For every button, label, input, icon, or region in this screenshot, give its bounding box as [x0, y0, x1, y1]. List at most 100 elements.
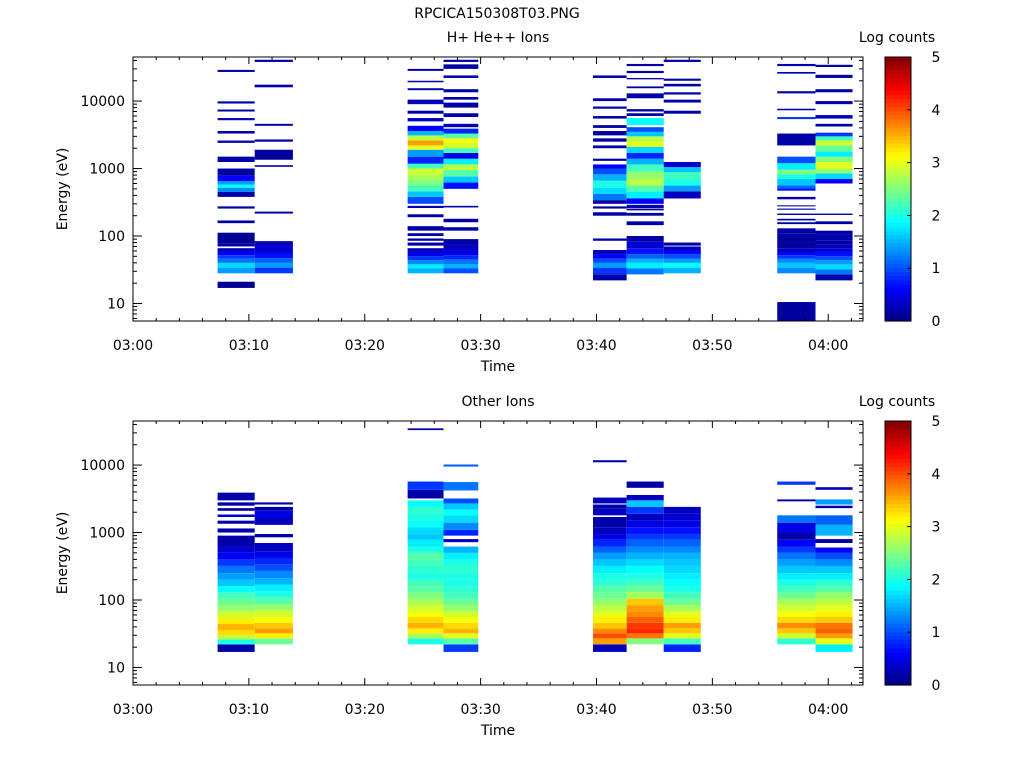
- colorbar-swatch: [885, 61, 911, 66]
- heatmap-cell: [626, 118, 664, 126]
- colorbar-swatch: [885, 515, 911, 521]
- colorbar-swatch: [885, 577, 911, 583]
- colorbar-swatch: [885, 81, 911, 87]
- heatmap-cell: [626, 586, 664, 593]
- heatmap-cell: [777, 522, 816, 533]
- heatmap-cell: [593, 258, 627, 263]
- heatmap-cell: [443, 644, 479, 652]
- heatmap-cell: [443, 182, 479, 189]
- heatmap-cell: [217, 546, 255, 553]
- y-axis-title: Energy (eV): [55, 148, 71, 231]
- heatmap-cell: [217, 586, 255, 593]
- heatmap-cell: [254, 591, 293, 598]
- heatmap-cell: [443, 89, 479, 93]
- colorbar-swatch: [885, 275, 911, 281]
- heatmap-cell: [815, 101, 853, 105]
- colorbar-swatch: [885, 520, 911, 525]
- x-tick-label: 03:30: [460, 702, 500, 718]
- colorbar-swatch: [885, 259, 911, 264]
- colorbar-swatch: [885, 308, 911, 314]
- heatmap-cell: [593, 180, 627, 188]
- heatmap-cell: [626, 546, 664, 553]
- heatmap-cell: [815, 633, 853, 639]
- heatmap-cell: [626, 113, 664, 117]
- heatmap-cell: [407, 214, 444, 218]
- heatmap-cell: [626, 93, 664, 99]
- heatmap-cell: [593, 125, 627, 128]
- colorbar-swatch: [885, 643, 911, 649]
- heatmap-cell: [254, 84, 293, 88]
- heatmap-cell: [254, 564, 293, 571]
- x-tick-label: 03:50: [692, 338, 732, 354]
- heatmap-cell: [254, 510, 293, 517]
- heatmap-cell: [407, 520, 444, 528]
- heatmap-cell: [815, 145, 853, 152]
- heatmap-cell: [254, 139, 293, 142]
- colorbar-swatch: [885, 312, 911, 318]
- heatmap-cell: [217, 250, 255, 256]
- y-tick-label: 100: [98, 593, 125, 609]
- colorbar-tick-label: 5: [932, 50, 941, 66]
- heatmap-cell: [443, 59, 479, 62]
- heatmap-cell: [777, 592, 816, 599]
- heatmap-cell: [626, 527, 664, 535]
- colorbar-swatch: [885, 151, 911, 157]
- heatmap-cell: [407, 573, 444, 580]
- y-tick-label: 1000: [89, 526, 125, 542]
- colorbar-swatch: [885, 242, 911, 248]
- heatmap-cell: [815, 221, 853, 225]
- heatmap-cell: [777, 188, 816, 191]
- colorbar-tick-label: 2: [932, 572, 941, 588]
- heatmap-cell: [443, 239, 479, 245]
- heatmap-cell: [777, 559, 816, 566]
- colorbar-swatch: [885, 474, 911, 480]
- colorbar-swatch: [885, 532, 911, 538]
- figure-title: RPCICA150308T03.PNG: [414, 6, 579, 22]
- heatmap-cell: [407, 251, 444, 257]
- heatmap-cell: [815, 140, 853, 146]
- heatmap-cell: [593, 193, 627, 201]
- heatmap-cell: [443, 255, 479, 260]
- heatmap-cell: [254, 123, 293, 126]
- colorbar-title: Log counts: [859, 30, 935, 46]
- x-axis-title: Time: [480, 723, 515, 739]
- heatmap-cell: [663, 539, 701, 547]
- heatmap-cell: [777, 586, 816, 593]
- heatmap-cell: [217, 573, 255, 580]
- heatmap-cell: [815, 524, 853, 536]
- colorbar-swatch: [885, 94, 911, 99]
- heatmap-cell: [443, 539, 479, 543]
- heatmap-cell: [593, 552, 627, 560]
- heatmap-cell: [815, 213, 853, 215]
- heatmap-cell: [815, 644, 853, 652]
- colorbar-swatch: [885, 544, 911, 550]
- colorbar-swatch: [885, 668, 911, 674]
- heatmap-cell: [407, 605, 444, 612]
- colorbar-swatch: [885, 164, 911, 169]
- colorbar-swatch: [885, 553, 911, 558]
- heatmap-cell: [815, 264, 853, 270]
- heatmap-cell: [593, 617, 627, 623]
- heatmap-cell: [777, 628, 816, 634]
- colorbar-tick-label: 3: [932, 520, 941, 536]
- colorbar-swatch: [885, 433, 911, 439]
- colorbar-swatch: [885, 65, 911, 70]
- heatmap-cell: [663, 565, 701, 574]
- colorbar-swatch: [885, 226, 911, 231]
- heatmap-cell: [626, 221, 664, 226]
- heatmap-cell: [663, 527, 701, 535]
- heatmap-cell: [815, 539, 853, 543]
- colorbar-swatch: [885, 573, 911, 579]
- heatmap-cell: [593, 212, 627, 216]
- heatmap-cell: [443, 509, 479, 516]
- colorbar-swatch: [885, 524, 911, 529]
- heatmap-cell: [777, 598, 816, 606]
- heatmap-cell: [626, 248, 664, 255]
- heatmap-cell: [593, 504, 627, 509]
- heatmap-cell: [626, 171, 664, 179]
- heatmap-cell: [217, 248, 255, 251]
- colorbar-swatch: [885, 664, 911, 670]
- heatmap-cell: [407, 552, 444, 560]
- x-tick-label: 03:00: [113, 702, 153, 718]
- heatmap-cell: [443, 113, 479, 118]
